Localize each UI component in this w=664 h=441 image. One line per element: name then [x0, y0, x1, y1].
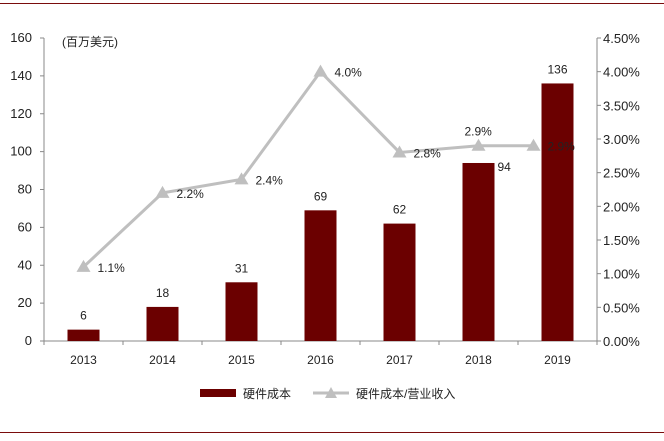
- line-data-label: 2.9%: [548, 140, 576, 154]
- triangle-marker-icon: [76, 259, 91, 272]
- triangle-marker-icon: [313, 64, 328, 77]
- legend-swatch-bar: [200, 389, 236, 397]
- x-tick-label: 2019: [544, 353, 571, 367]
- line-data-label: 2.2%: [177, 187, 205, 201]
- bar: [146, 306, 179, 341]
- left-tick-label: 160: [10, 30, 32, 45]
- bar: [383, 223, 416, 341]
- bar-series: [67, 83, 574, 341]
- bar-data-labels: 6 18 31 69 62 94 136: [80, 62, 568, 322]
- triangle-marker-icon: [526, 138, 541, 151]
- right-tick-label: 1.00%: [603, 267, 640, 282]
- top-rule: [0, 3, 664, 4]
- line-series: [76, 64, 541, 272]
- left-tick-label: 100: [10, 144, 32, 159]
- bar: [67, 329, 100, 341]
- right-tick-label: 0.50%: [603, 300, 640, 315]
- right-tick-label: 2.00%: [603, 199, 640, 214]
- line-data-label: 4.0%: [335, 66, 363, 80]
- x-tick-label: 2018: [465, 353, 492, 367]
- left-tick-label: 20: [18, 295, 32, 310]
- right-tick-label: 2.50%: [603, 166, 640, 181]
- right-tick-label: 0.00%: [603, 334, 640, 349]
- right-tick-label: 3.50%: [603, 98, 640, 113]
- bar-data-label: 31: [235, 261, 249, 275]
- legend-label-bar: 硬件成本: [243, 387, 291, 401]
- bar: [462, 162, 495, 341]
- line-data-labels: 1.1% 2.2% 2.4% 4.0% 2.8% 2.9% 2.9%: [98, 66, 576, 275]
- line-data-label: 2.4%: [256, 173, 284, 187]
- bar: [225, 282, 258, 341]
- x-tick-label: 2017: [386, 353, 413, 367]
- bar-data-label: 18: [156, 286, 170, 300]
- x-tick-label: 2014: [149, 353, 176, 367]
- right-axis-ticks: 0.00% 0.50% 1.00% 1.50% 2.00% 2.50% 3.00% 3.50%…: [597, 31, 640, 349]
- x-tick-label: 2015: [228, 353, 255, 367]
- x-tick-label: 2016: [307, 353, 334, 367]
- bar-data-label: 62: [393, 203, 407, 217]
- left-tick-label: 0: [25, 333, 32, 348]
- triangle-marker-icon: [155, 185, 170, 198]
- bar: [304, 210, 337, 341]
- legend: 硬件成本 硬件成本/营业收入: [200, 387, 455, 401]
- bar-data-label: 69: [314, 189, 328, 203]
- left-tick-label: 80: [18, 182, 32, 197]
- right-tick-label: 3.00%: [603, 132, 640, 147]
- line-data-label: 1.1%: [98, 261, 126, 275]
- triangle-marker-icon: [392, 145, 407, 158]
- left-tick-label: 40: [18, 257, 32, 272]
- bar-data-label: 136: [547, 62, 567, 76]
- left-tick-label: 140: [10, 68, 32, 83]
- unit-label: (百万美元): [62, 35, 118, 49]
- left-tick-label: 120: [10, 106, 32, 121]
- line-data-label: 2.8%: [414, 146, 442, 160]
- bar-data-label: 94: [498, 160, 512, 174]
- legend-swatch-triangle-icon: [325, 387, 337, 398]
- right-tick-label: 4.50%: [603, 31, 640, 46]
- bottom-rule: [0, 432, 664, 433]
- triangle-marker-icon: [234, 172, 249, 185]
- left-tick-label: 60: [18, 219, 32, 234]
- legend-label-line: 硬件成本/营业收入: [356, 387, 455, 401]
- triangle-marker-icon: [471, 138, 486, 151]
- right-tick-label: 4.00%: [603, 65, 640, 80]
- bar-data-label: 6: [80, 309, 87, 323]
- category-labels: 2013 2014 2015 2016 2017 2018 2019: [43, 341, 598, 367]
- left-axis-ticks: 0 20 40 60 80 100 120 140 160: [10, 30, 44, 348]
- right-tick-label: 1.50%: [603, 233, 640, 248]
- x-tick-label: 2013: [70, 353, 97, 367]
- line-data-label: 2.9%: [465, 125, 493, 139]
- bar: [541, 83, 574, 341]
